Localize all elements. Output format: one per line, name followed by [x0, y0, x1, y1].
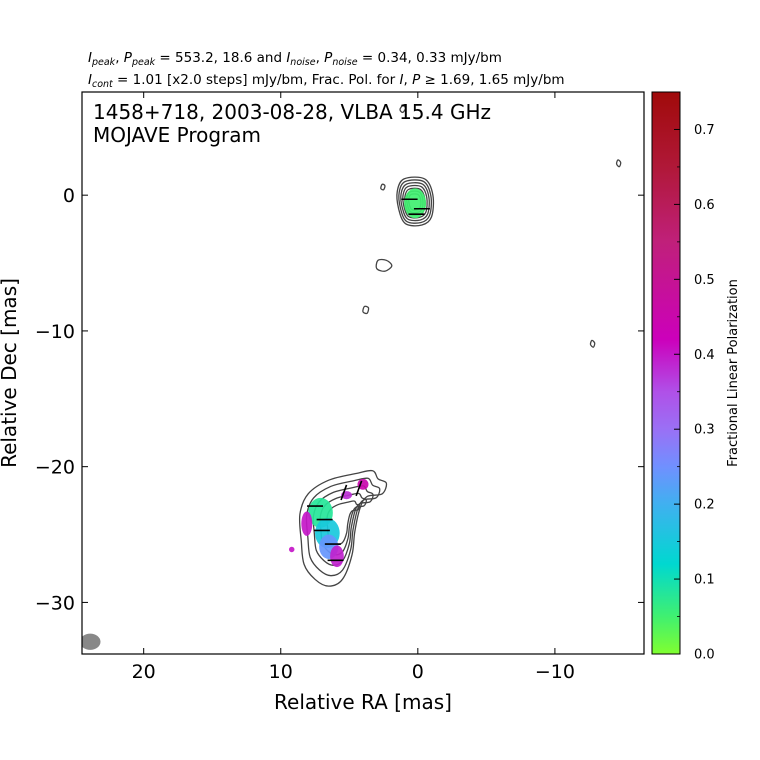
polarization-patch-9 [288, 546, 295, 553]
x-tick-label: −10 [535, 661, 575, 683]
frac-values: 1.69, 1.65 mJy/bm [440, 72, 564, 88]
colorbar-tick-label: 0.3 [694, 423, 715, 438]
y-axis: 0 −10 −20 −30 [35, 185, 644, 614]
i-cont-subscript: cont [92, 79, 114, 90]
header-line-1: Ipeak, Ppeak = 553.2, 18.6 and Inoise, P… [88, 50, 502, 68]
contour-blob-2-level-1 [362, 305, 370, 315]
beam-ellipse [82, 633, 101, 650]
evpa-tick-9 [355, 480, 363, 497]
colorbar-frame [651, 91, 681, 655]
p-peak-subscript: peak [131, 57, 156, 68]
y-tick-label: −30 [35, 592, 75, 614]
contour-blob-4-level-1 [399, 104, 407, 114]
contour-core-level-2 [398, 179, 433, 224]
i-peak-subscript: peak [91, 57, 116, 68]
polarization-patch-5 [330, 545, 344, 568]
colorbar-ticks: 0.0 0.1 0.2 0.3 0.4 0.5 0.6 0.7 [674, 91, 715, 663]
colorbar-tick-label: 0.4 [694, 348, 715, 363]
contour-core-level-3 [400, 182, 430, 222]
y-tick-label: 0 [63, 185, 75, 207]
contour-jet-knot-level-3 [312, 485, 374, 566]
contour-core-level-1 [396, 176, 435, 227]
noise-values: = 0.34, 0.33 mJy/bm [358, 50, 502, 66]
cont-values: = 1.01 [x2.0 steps] mJy/bm, Frac. Pol. f… [113, 72, 400, 88]
polarization-patch-1 [404, 188, 427, 219]
colorbar-tick-label: 0.7 [694, 123, 715, 138]
i-noise-subscript: noise [290, 57, 315, 68]
x-tick-label: 0 [412, 661, 424, 683]
colorbar-tick-label: 0.6 [694, 198, 715, 213]
contour-jet-knot-level-1 [298, 469, 388, 587]
y-tick-label: −10 [35, 321, 75, 343]
polarization-patches [288, 188, 427, 568]
colorbar-gradient [652, 92, 680, 654]
colorbar-tick-label: 0.1 [694, 573, 715, 588]
evpa-ticks [307, 198, 430, 562]
colorbar-title: Fractional Linear Polarization [726, 279, 741, 467]
frac-sep: , [404, 72, 413, 88]
p-noise-subscript: noise [332, 57, 357, 68]
p-peak-symbol: P [124, 50, 133, 66]
colorbar-tick-label: 0.5 [694, 273, 715, 288]
evpa-tick-10 [340, 484, 348, 501]
polarization-patch-8 [357, 478, 369, 490]
x-tick-label: 10 [269, 661, 293, 683]
colorbar: 0.0 0.1 0.2 0.3 0.4 0.5 0.6 0.7 Fractional Line… [651, 91, 741, 663]
header-line-2: Icont = 1.01 [x2.0 steps] mJy/bm, Frac. … [88, 72, 565, 90]
plot-background [82, 92, 644, 654]
contour-blob-5-level-1 [589, 339, 596, 348]
y-axis-title: Relative Dec [mas] [0, 278, 21, 468]
frac-ge: ≥ [420, 72, 440, 88]
i-peak-symbol: I [88, 50, 92, 66]
p-noise-symbol: P [324, 50, 333, 66]
contour-blob-6-level-1 [615, 159, 622, 168]
contour-blob-3-level-1 [380, 183, 386, 191]
beam-marker [82, 633, 101, 650]
polarization-patch-6 [301, 511, 313, 536]
plot-content [82, 104, 622, 650]
header-sep-2: , [316, 50, 325, 66]
panel-source-line: 1458+718, 2003-08-28, VLBA 15.4 GHz [93, 100, 491, 124]
colorbar-tick-label: 0.0 [694, 648, 715, 663]
stokes-i-contours [298, 104, 622, 587]
contour-jet-knot-level-2 [305, 477, 381, 577]
header-sep-1: , [115, 50, 124, 66]
x-tick-label: 20 [132, 661, 156, 683]
contour-blob-1-level-1 [375, 258, 393, 272]
plot-frame [81, 91, 645, 655]
x-axis: 20 10 0 −10 [132, 92, 575, 683]
y-tick-label: −20 [35, 457, 75, 479]
x-axis-title: Relative RA [mas] [274, 690, 452, 714]
panel-program-line: MOJAVE Program [93, 123, 261, 147]
i-cont-symbol: I [88, 72, 92, 88]
frac-p-symbol: P [412, 72, 421, 88]
i-noise-symbol: I [286, 50, 290, 66]
peak-values: = 553.2, 18.6 and [155, 50, 286, 66]
contour-core-level-4 [402, 184, 428, 219]
colorbar-tick-label: 0.2 [694, 498, 715, 513]
frac-i-symbol: I [400, 72, 404, 88]
